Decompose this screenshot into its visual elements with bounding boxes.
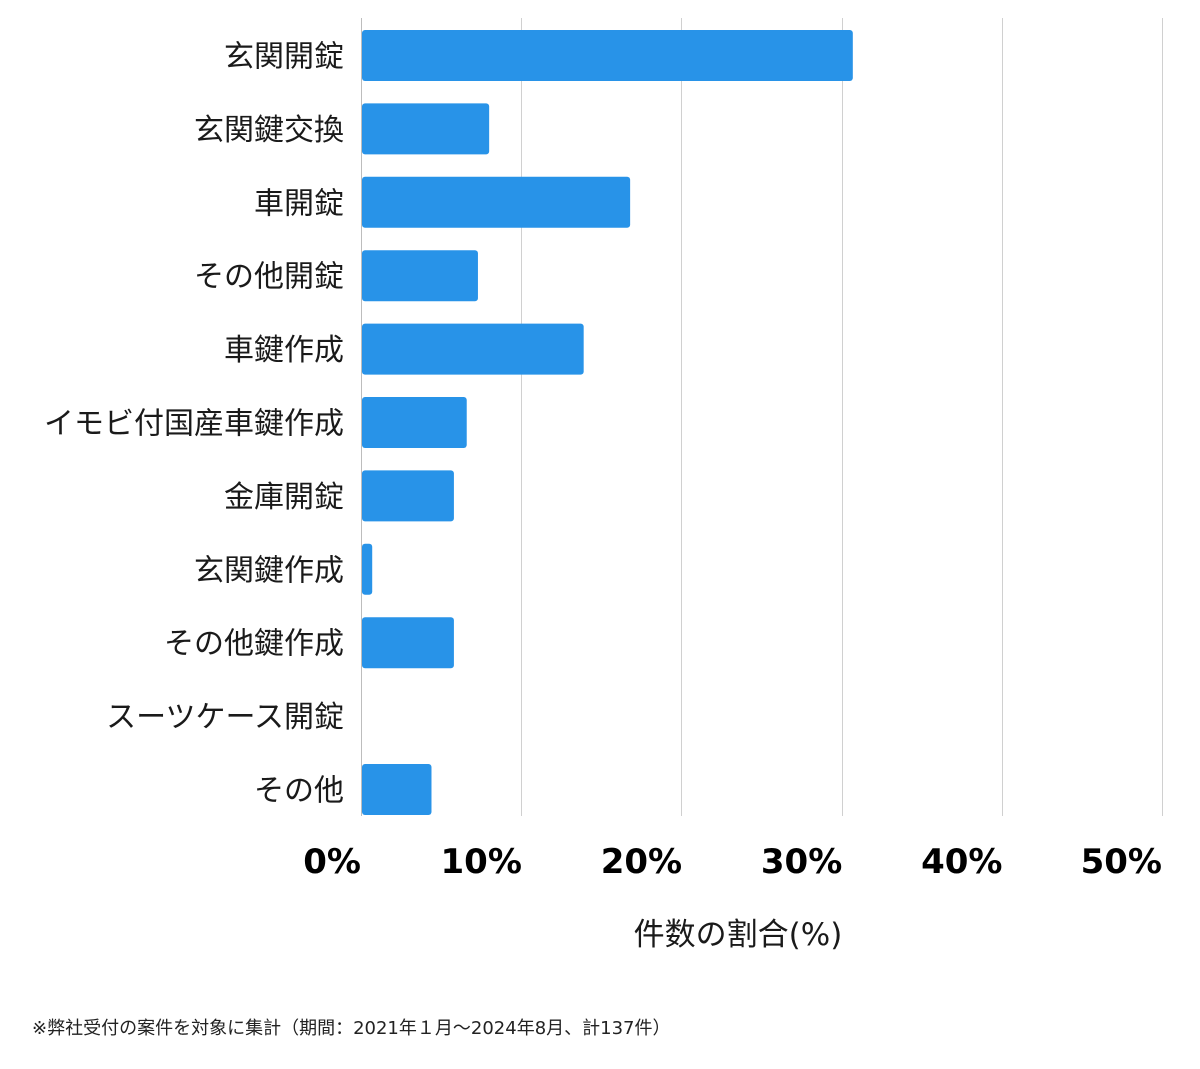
x-tick-label: 50% [1081,842,1162,882]
bar [362,397,467,448]
x-tick-label: 40% [921,842,1002,882]
x-tick-label: 30% [761,842,842,882]
category-label: その他鍵作成 [164,627,344,662]
bar [362,617,454,669]
footnote: ※弊社受付の案件を対象に集計（期間：2021年１月〜2024年8月、計137件） [32,1018,671,1039]
category-label: 車鍵作成 [224,333,344,368]
category-label: 玄関鍵作成 [194,553,344,588]
category-label: 玄関開錠 [224,40,344,75]
category-label: スーツケース開錠 [106,700,344,735]
x-tick-label: 0% [303,842,361,882]
bar-chart: 玄関開錠玄関鍵交換車開錠その他開錠車鍵作成イモビ付国産車鍵作成金庫開錠玄関鍵作成… [44,18,1163,953]
x-tick-labels: 0% 10% 20% 30% 40% 50% [303,842,1162,882]
bar [362,250,478,302]
category-labels: 玄関開錠玄関鍵交換車開錠その他開錠車鍵作成イモビ付国産車鍵作成金庫開錠玄関鍵作成… [44,40,344,809]
bars [362,30,853,815]
category-label: 玄関鍵交換 [194,113,344,148]
category-label: その他 [254,774,344,809]
bar [362,30,853,81]
x-axis-title: 件数の割合(%) [634,917,843,953]
x-tick-label: 10% [441,842,522,882]
category-label: 車開錠 [254,186,344,221]
bar [362,543,373,595]
category-label: 金庫開錠 [224,480,344,515]
x-tick-label: 20% [601,842,682,882]
category-label: その他開錠 [194,260,344,295]
grid-lines [361,18,1163,816]
category-label: イモビ付国産車鍵作成 [44,407,344,442]
bar [362,764,432,815]
bar [362,103,490,155]
bar [362,323,584,375]
bar [362,470,454,522]
bar [362,176,631,228]
